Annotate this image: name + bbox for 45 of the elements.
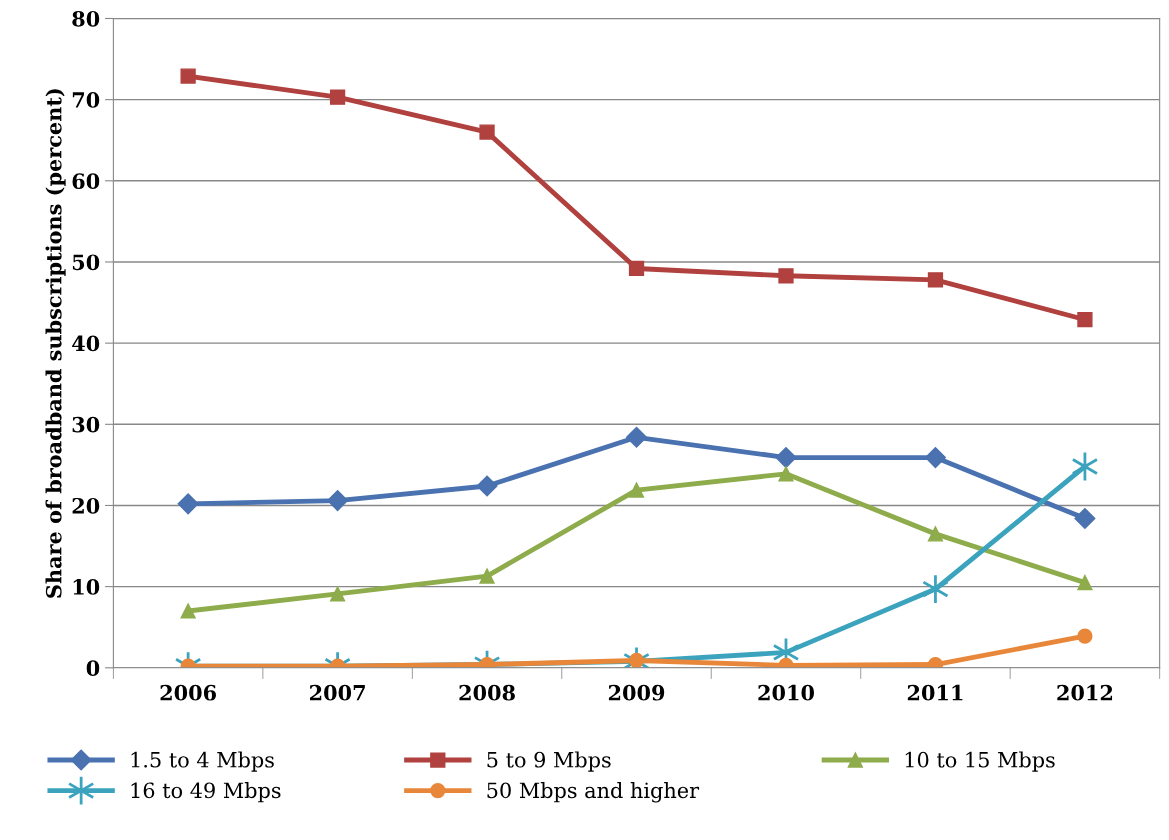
- legend-label: 50 Mbps and higher: [487, 782, 700, 803]
- y-tick-label: 0: [86, 660, 100, 677]
- y-tick-label: 60: [72, 173, 100, 190]
- point: [927, 526, 944, 542]
- point: [927, 272, 944, 288]
- y-tick-label: 80: [72, 10, 100, 27]
- point: [1077, 574, 1093, 591]
- point: [778, 466, 794, 482]
- point: [628, 260, 645, 277]
- legend-label: 16 to 49 Mbps: [131, 782, 281, 803]
- y-tick-label: 70: [72, 92, 100, 108]
- point: [1077, 628, 1093, 644]
- x-tick-label: 2010: [758, 684, 814, 701]
- point: [180, 68, 196, 84]
- x-tick-label: 2011: [907, 684, 963, 701]
- point: [476, 475, 498, 497]
- point: [479, 568, 495, 584]
- point: [626, 426, 648, 448]
- legend-label: 5 to 9 Mbps: [487, 751, 611, 772]
- y-tick-label: 50: [72, 254, 100, 271]
- y-tick-label: 10: [73, 579, 100, 595]
- x-tick-label: 2009: [608, 684, 665, 701]
- x-tick-label: 2006: [160, 684, 216, 701]
- y-tick-label: 30: [72, 416, 100, 433]
- point: [778, 268, 794, 284]
- point: [329, 586, 346, 602]
- x-tick-label: 2008: [459, 684, 515, 701]
- y-axis-title: Share of broadband subscriptions (percent): [45, 89, 66, 598]
- point: [922, 573, 949, 605]
- legend-label: 10 to 15 Mbps: [905, 751, 1055, 772]
- x-tick-label: 2012: [1057, 684, 1113, 701]
- point: [1074, 507, 1096, 529]
- point: [327, 490, 349, 512]
- point: [329, 89, 346, 105]
- point: [1077, 311, 1093, 328]
- point: [924, 447, 946, 469]
- point: [479, 124, 495, 140]
- x-tick-label: 2007: [309, 684, 365, 701]
- point: [180, 603, 196, 619]
- y-tick-label: 20: [72, 497, 100, 514]
- point: [775, 447, 797, 469]
- point: [628, 482, 645, 498]
- y-tick-label: 40: [72, 335, 100, 352]
- point: [177, 493, 199, 515]
- legend-label: 1.5 to 4 Mbps: [131, 751, 274, 772]
